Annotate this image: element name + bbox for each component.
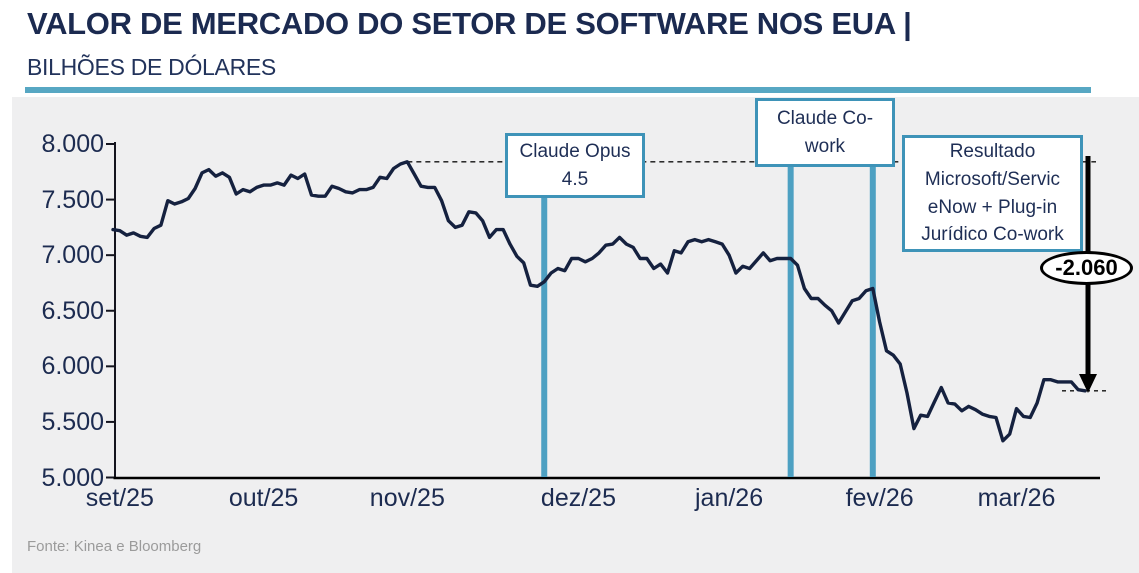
- page-title: VALOR DE MERCADO DO SETOR DE SOFTWARE NO…: [27, 6, 912, 41]
- drop-value-badge: -2.060: [1040, 251, 1133, 285]
- annotation-box-resultado-microsoft: Resultado Microsoft/Servic eNow + Plug-i…: [902, 135, 1083, 252]
- annotation-box-claude-cowork: Claude Co- work: [755, 98, 895, 167]
- page-subtitle: BILHÕES DE DÓLARES: [27, 54, 276, 80]
- annotation-box-claude-opus: Claude Opus 4.5: [505, 133, 645, 198]
- drop-value-label: -2.060: [1055, 255, 1118, 280]
- title-rule: [25, 87, 1091, 93]
- source-note: Fonte: Kinea e Bloomberg: [27, 538, 202, 555]
